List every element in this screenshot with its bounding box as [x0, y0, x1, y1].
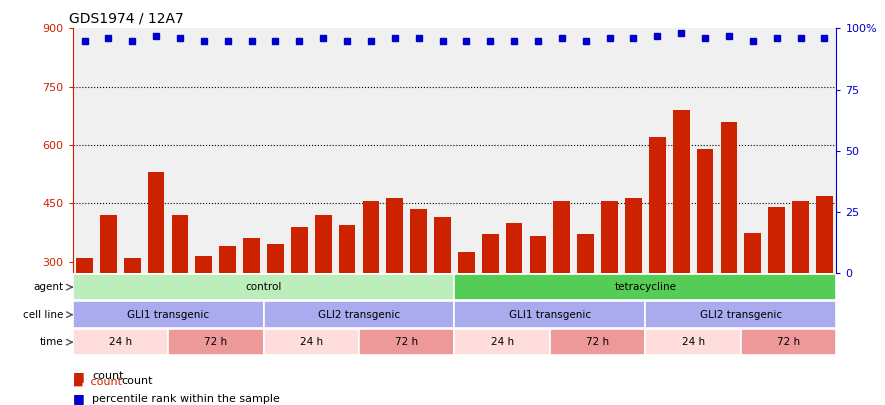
Bar [264, 301, 455, 328]
Bar [482, 234, 498, 273]
Text: count: count [92, 371, 124, 381]
Bar [455, 301, 645, 328]
Bar [577, 234, 594, 273]
Bar [792, 201, 809, 273]
Bar [363, 201, 380, 273]
Bar [645, 301, 836, 328]
Bar [744, 232, 761, 273]
Text: 72 h: 72 h [395, 337, 419, 347]
Bar [458, 252, 474, 273]
Bar [76, 258, 93, 273]
Bar [505, 223, 522, 273]
Text: ■  count: ■ count [73, 376, 121, 386]
Bar [243, 239, 260, 273]
Text: 72 h: 72 h [586, 337, 609, 347]
Bar [601, 201, 618, 273]
Text: 24 h: 24 h [681, 337, 704, 347]
Text: GLI1 transgenic: GLI1 transgenic [127, 310, 209, 320]
Bar [768, 207, 785, 273]
Bar [168, 329, 264, 356]
Text: cell line: cell line [23, 310, 64, 320]
Bar [219, 246, 236, 273]
Text: time: time [40, 337, 64, 347]
Text: tetracycline: tetracycline [614, 282, 676, 292]
Text: ■: ■ [73, 370, 84, 383]
Bar [435, 217, 450, 273]
Bar [816, 196, 833, 273]
Bar [73, 274, 455, 301]
Bar [387, 198, 404, 273]
Bar [73, 301, 264, 328]
Text: GDS1974 / 12A7: GDS1974 / 12A7 [69, 12, 183, 26]
Bar [645, 329, 741, 356]
Text: 24 h: 24 h [109, 337, 132, 347]
Bar [550, 329, 645, 356]
Text: count: count [121, 376, 153, 386]
Bar [529, 237, 546, 273]
Bar [553, 201, 570, 273]
Bar [720, 122, 737, 273]
Bar [625, 198, 642, 273]
Text: control: control [245, 282, 281, 292]
Bar [696, 149, 713, 273]
Text: 24 h: 24 h [300, 337, 323, 347]
Bar [172, 215, 189, 273]
Text: percentile rank within the sample: percentile rank within the sample [92, 394, 280, 403]
Bar [124, 258, 141, 273]
Text: 24 h: 24 h [490, 337, 514, 347]
Bar [291, 227, 308, 273]
Bar [264, 329, 359, 356]
Bar [73, 329, 168, 356]
Text: 72 h: 72 h [777, 337, 800, 347]
Bar [455, 274, 836, 301]
Text: agent: agent [34, 282, 64, 292]
Bar [359, 329, 455, 356]
Bar [455, 329, 550, 356]
Text: GLI1 transgenic: GLI1 transgenic [509, 310, 591, 320]
Bar [339, 225, 356, 273]
Text: GLI2 transgenic: GLI2 transgenic [318, 310, 400, 320]
Text: ■: ■ [73, 392, 84, 405]
Bar [741, 329, 836, 356]
Bar [100, 215, 117, 273]
Bar [267, 244, 284, 273]
Text: GLI2 transgenic: GLI2 transgenic [700, 310, 782, 320]
Bar [411, 209, 427, 273]
Bar [148, 172, 165, 273]
Bar [196, 256, 212, 273]
Bar [673, 110, 689, 273]
Text: 72 h: 72 h [204, 337, 227, 347]
Bar [649, 137, 666, 273]
Bar [315, 215, 332, 273]
